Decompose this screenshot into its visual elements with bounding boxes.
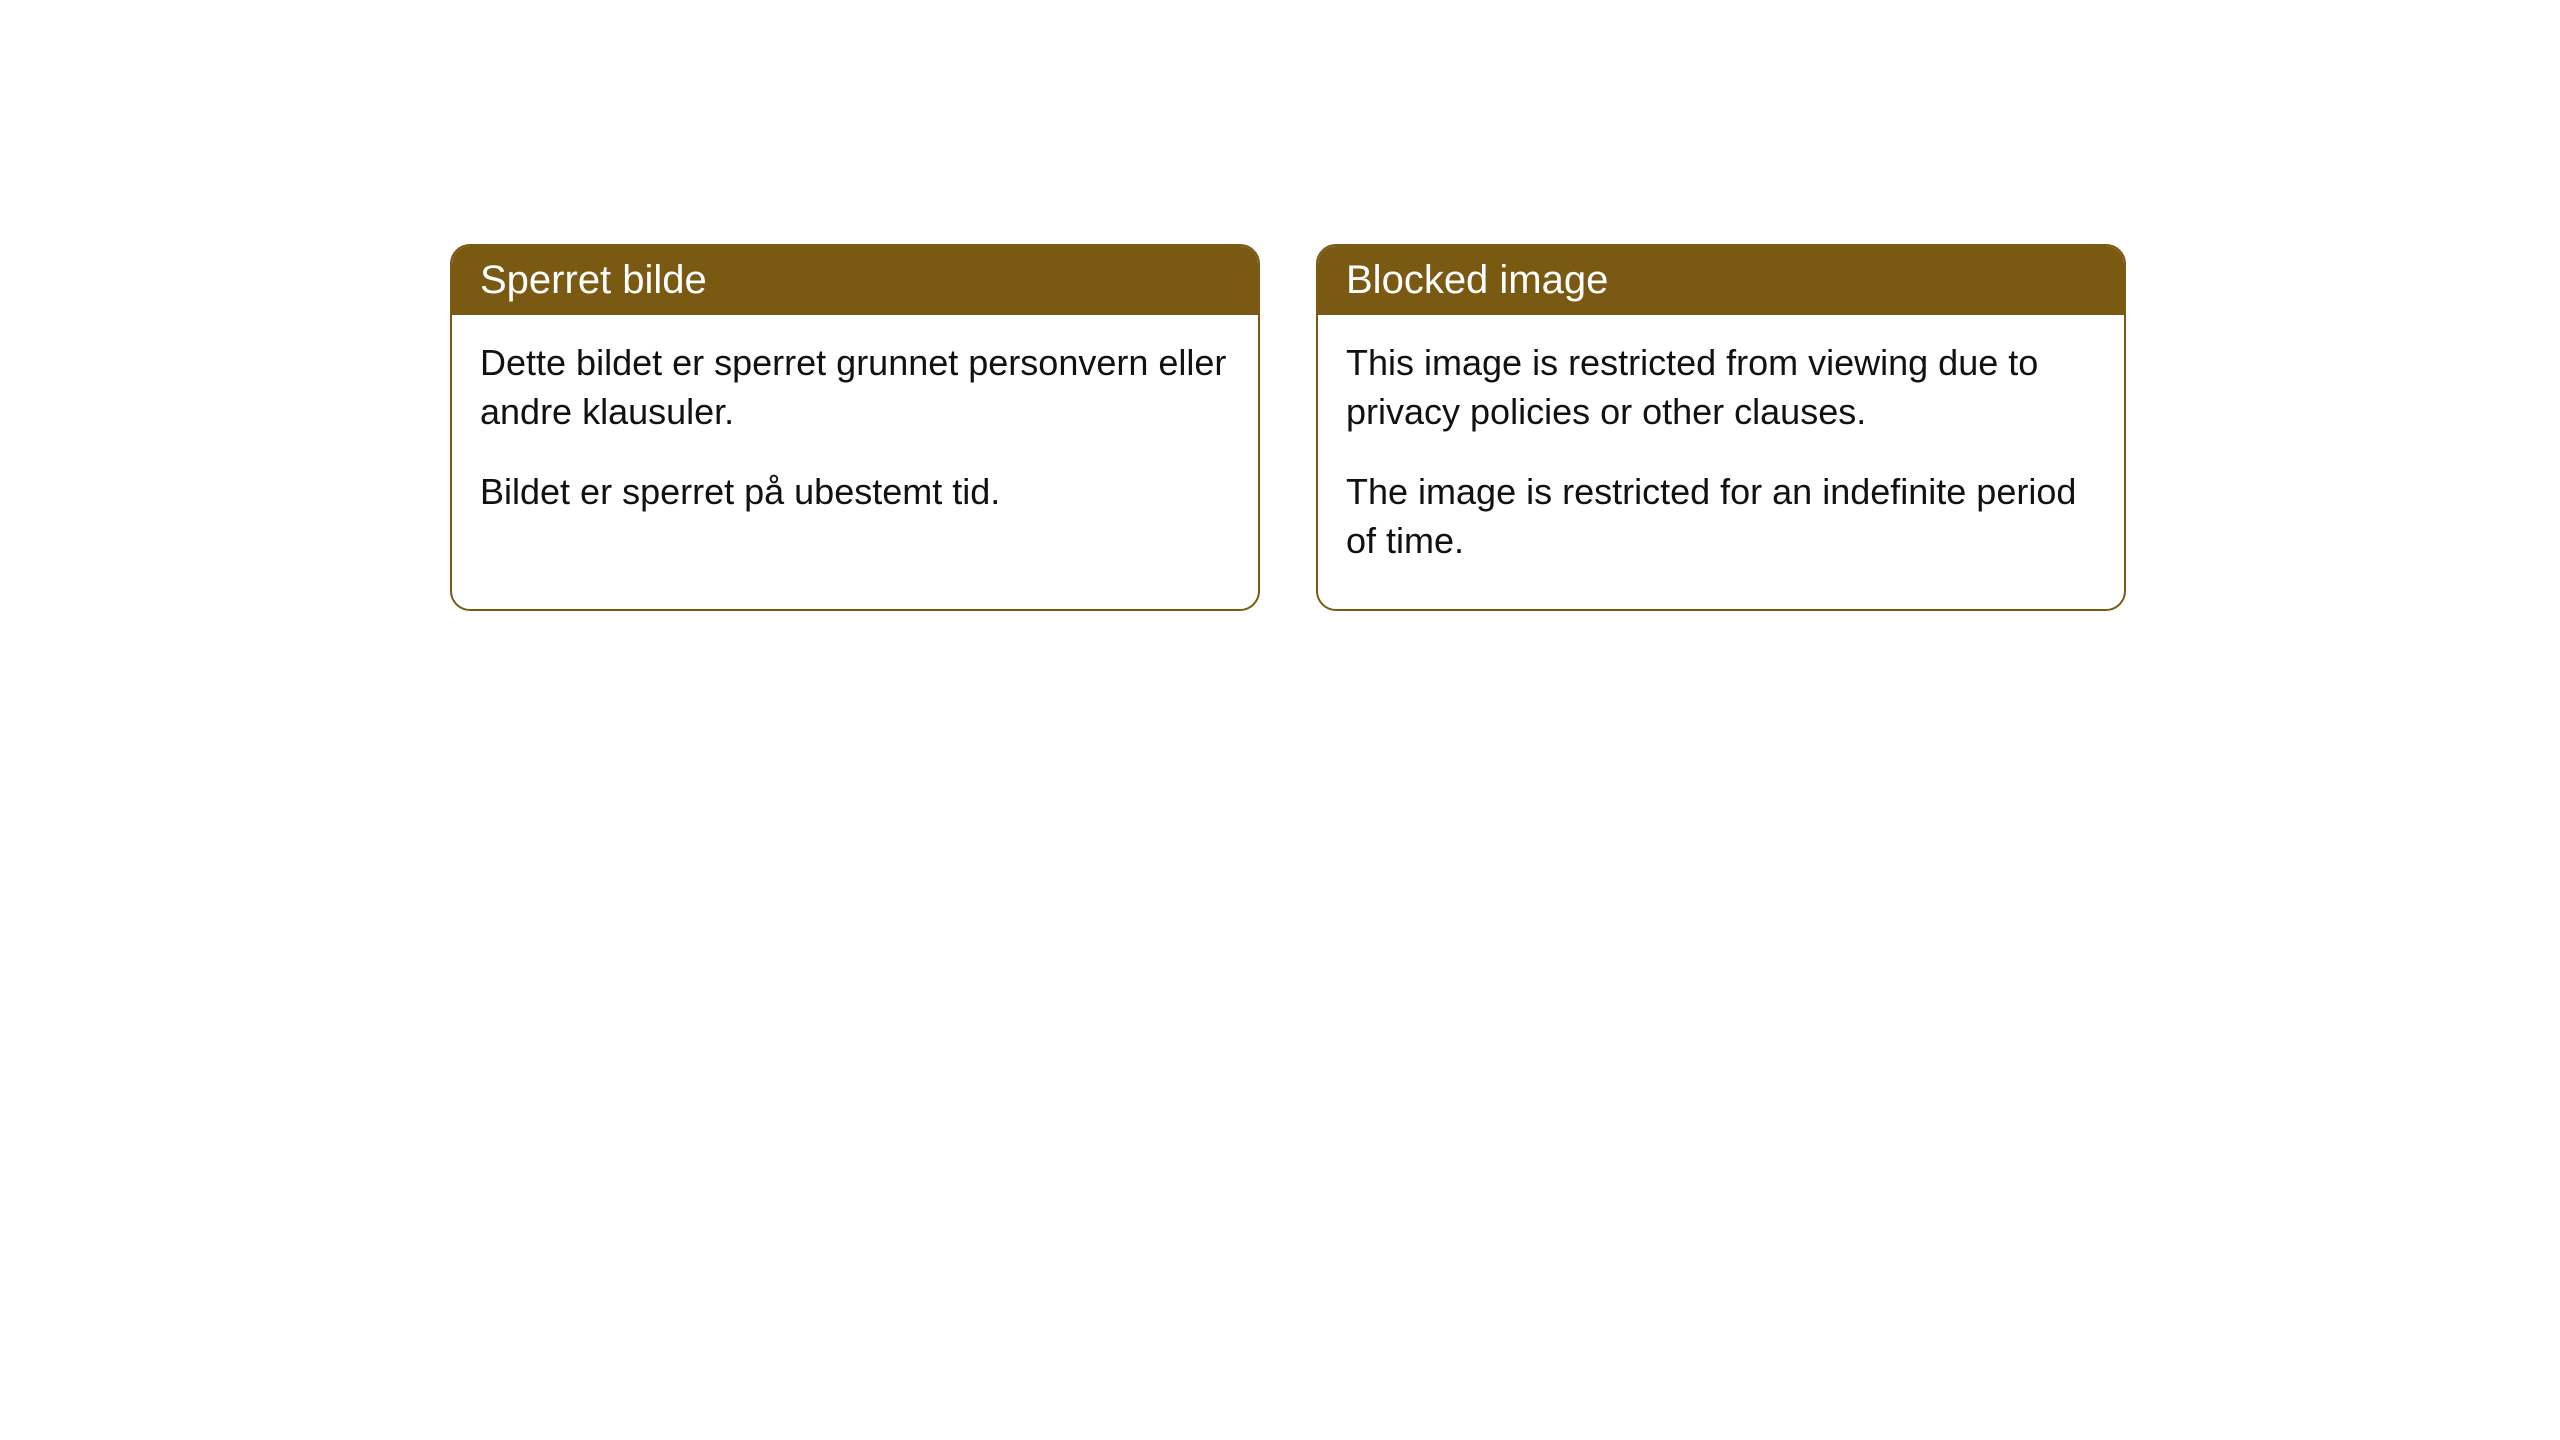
blocked-image-card-english: Blocked image This image is restricted f…	[1316, 244, 2126, 611]
card-paragraph: This image is restricted from viewing du…	[1346, 339, 2096, 436]
card-body-norwegian: Dette bildet er sperret grunnet personve…	[452, 315, 1258, 561]
card-header-norwegian: Sperret bilde	[452, 246, 1258, 315]
card-paragraph: Dette bildet er sperret grunnet personve…	[480, 339, 1230, 436]
card-paragraph: The image is restricted for an indefinit…	[1346, 468, 2096, 565]
blocked-image-card-norwegian: Sperret bilde Dette bildet er sperret gr…	[450, 244, 1260, 611]
card-header-english: Blocked image	[1318, 246, 2124, 315]
card-title: Sperret bilde	[480, 258, 707, 302]
card-paragraph: Bildet er sperret på ubestemt tid.	[480, 468, 1230, 517]
card-body-english: This image is restricted from viewing du…	[1318, 315, 2124, 609]
card-title: Blocked image	[1346, 258, 1608, 302]
blocked-image-notices: Sperret bilde Dette bildet er sperret gr…	[450, 244, 2126, 611]
